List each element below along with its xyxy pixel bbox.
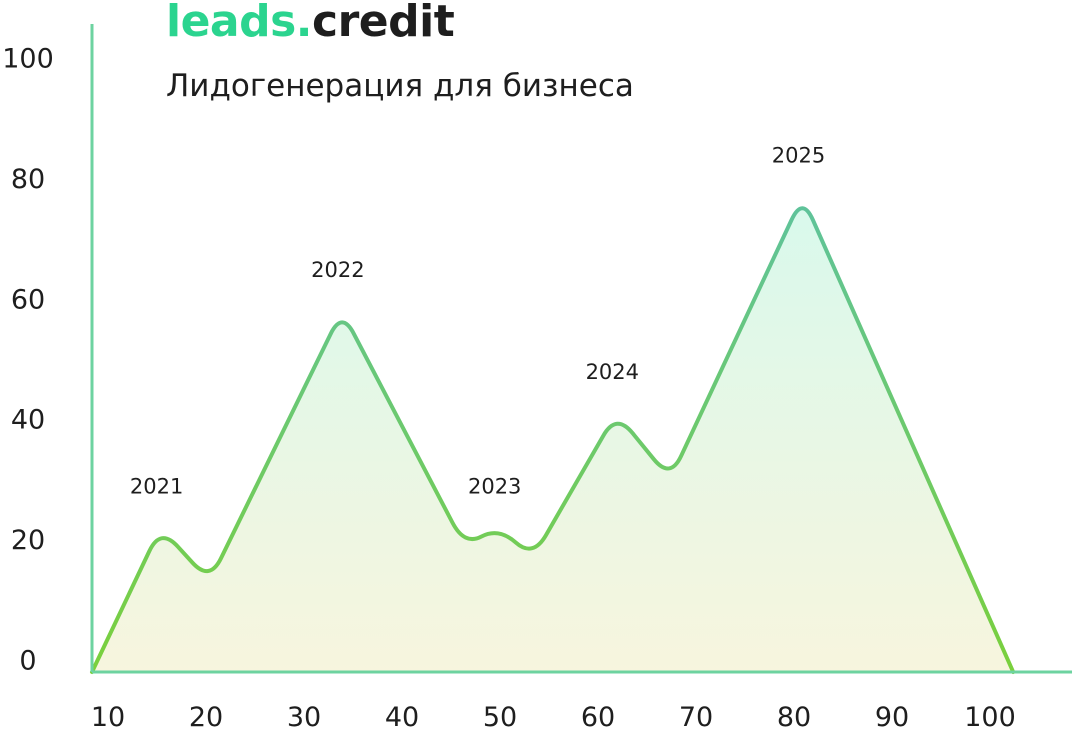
y-tick-label: 100 <box>2 44 54 75</box>
x-tick-label: 10 <box>91 702 125 733</box>
series-line <box>90 206 1016 674</box>
peak-year-label: 2024 <box>586 360 639 384</box>
x-tick-label: 100 <box>964 702 1016 733</box>
y-tick-label: 0 <box>19 646 36 677</box>
x-tick-label: 20 <box>189 702 223 733</box>
x-tick-label: 30 <box>287 702 321 733</box>
x-tick-label: 60 <box>581 702 615 733</box>
x-tick-label: 90 <box>875 702 909 733</box>
x-tick-label: 40 <box>385 702 419 733</box>
y-tick-label: 20 <box>11 525 45 556</box>
peak-year-label: 2021 <box>130 475 183 499</box>
brand-logo-accent: leads. <box>166 0 313 47</box>
y-tick-label: 80 <box>11 164 45 195</box>
x-tick-label: 80 <box>777 702 811 733</box>
area-fill <box>92 208 1014 672</box>
y-tick-label: 40 <box>11 405 45 436</box>
y-tick-label: 60 <box>11 284 45 315</box>
brand-logo-name: credit <box>312 0 455 47</box>
peak-year-label: 2022 <box>311 258 364 282</box>
chart-subtitle: Лидогенерация для бизнеса <box>166 68 634 104</box>
peak-year-label: 2025 <box>772 143 825 167</box>
peak-year-label: 2023 <box>468 475 521 499</box>
x-tick-label: 70 <box>679 702 713 733</box>
brand-logo: leads.credit <box>166 0 455 50</box>
x-tick-label: 50 <box>483 702 517 733</box>
